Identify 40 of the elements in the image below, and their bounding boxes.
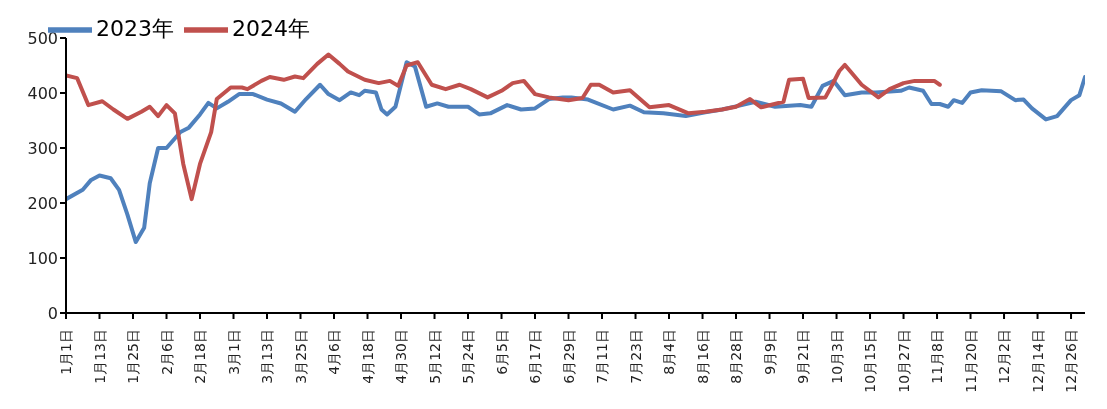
x-tick-label: 12月2日 (996, 329, 1013, 384)
y-tick-label: 300 (27, 138, 58, 158)
x-tick-label: 4月18日 (359, 329, 376, 384)
x-tick-label: 3月1日 (225, 329, 242, 375)
legend-label: 2024年 (232, 16, 310, 41)
x-tick-label: 12月14日 (1029, 329, 1046, 393)
x-tick-label: 5月24日 (460, 329, 477, 384)
x-tick-label: 9月21日 (795, 329, 812, 384)
x-tick-label: 2月18日 (192, 329, 209, 384)
x-tick-label: 7月23日 (627, 329, 644, 384)
y-tick-label: 100 (27, 248, 58, 268)
x-tick-label: 9月9日 (761, 329, 778, 375)
x-tick-label: 8月16日 (694, 329, 711, 384)
y-tick-label: 500 (27, 28, 58, 48)
x-tick-label: 10月3日 (828, 329, 845, 384)
x-tick-label: 4月30日 (393, 329, 410, 384)
x-tick-label: 3月25日 (292, 329, 309, 384)
legend-label: 2023年 (96, 16, 174, 41)
x-tick-label: 6月5日 (493, 329, 510, 375)
x-tick-label: 2月6日 (158, 329, 175, 375)
y-tick-label: 400 (27, 83, 58, 103)
y-tick-label: 0 (47, 303, 58, 323)
x-tick-label: 8月4日 (661, 329, 678, 375)
x-tick-label: 3月13日 (259, 329, 276, 384)
x-tick-label: 5月12日 (426, 329, 443, 384)
x-tick-label: 1月25日 (125, 329, 141, 384)
x-tick-label: 7月11日 (594, 329, 611, 384)
x-tick-label: 12月26日 (1063, 329, 1080, 393)
x-tick-label: 6月29日 (560, 329, 577, 384)
line-series (66, 52, 942, 202)
x-tick-label: 11月8日 (929, 329, 946, 384)
x-tick-label: 1月13日 (91, 329, 108, 384)
y-tick-label: 200 (27, 193, 58, 213)
x-tick-label: 1月1日 (58, 329, 74, 375)
x-tick-label: 10月27日 (895, 329, 912, 393)
x-tick-label: 6月17日 (527, 329, 544, 384)
x-tick-label: 11月20日 (962, 329, 979, 393)
x-tick-label: 8月28日 (728, 329, 745, 384)
x-tick-label: 4月6日 (326, 329, 343, 375)
x-tick-label: 10月15日 (862, 329, 879, 393)
